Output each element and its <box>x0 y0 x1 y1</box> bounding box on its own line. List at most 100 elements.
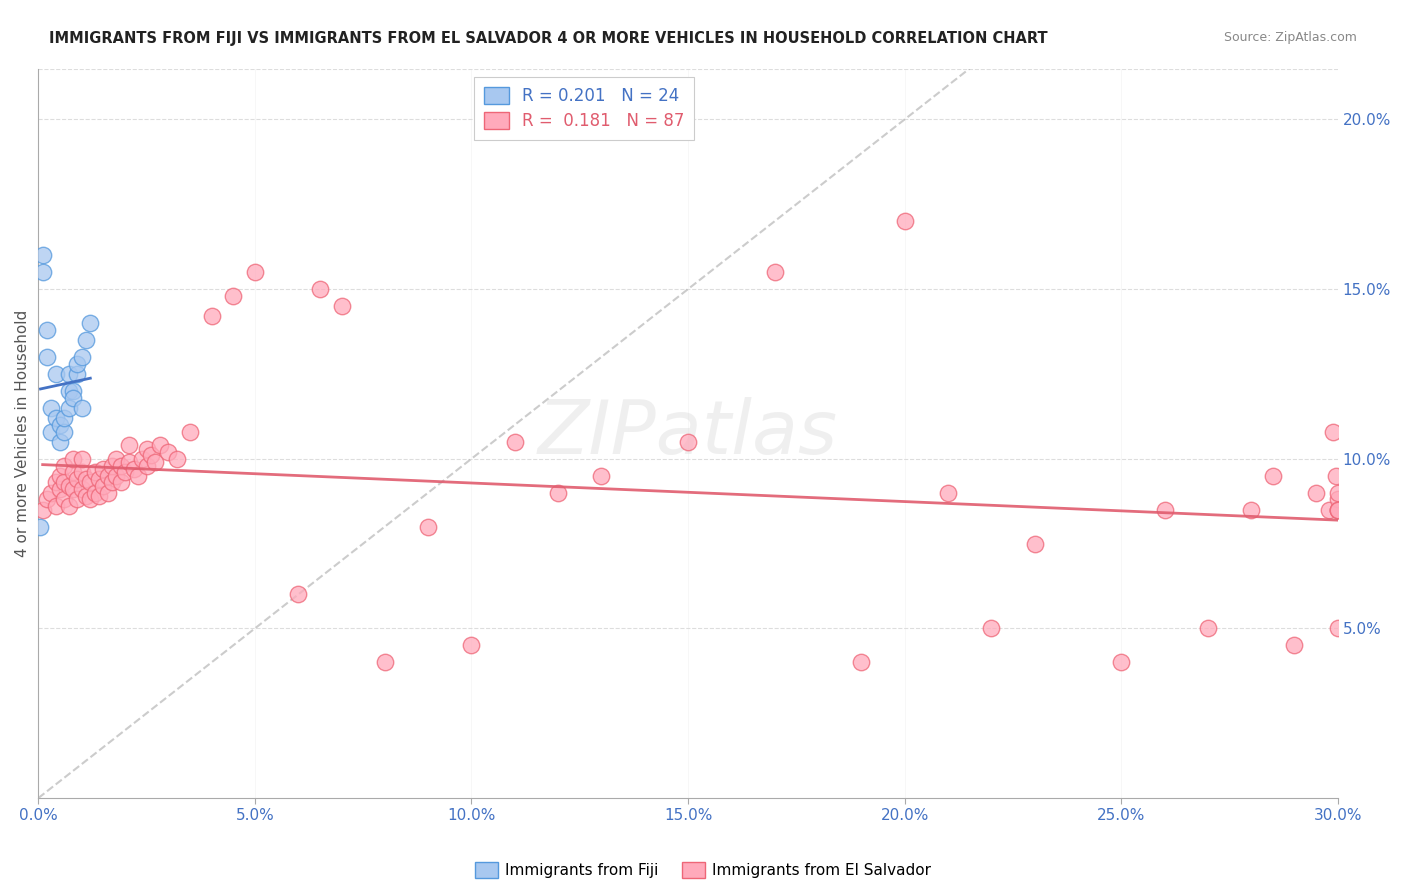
Point <box>157 445 180 459</box>
Point <box>83 485 105 500</box>
Point <box>58 401 80 415</box>
Point <box>131 451 153 466</box>
Point <box>591 468 613 483</box>
Point <box>45 500 67 514</box>
Point <box>936 485 959 500</box>
Point <box>79 475 101 490</box>
Point <box>503 434 526 449</box>
Point <box>1326 502 1348 516</box>
Point <box>45 475 67 490</box>
Point <box>97 485 120 500</box>
Point <box>66 472 89 486</box>
Point <box>1326 492 1348 507</box>
Point <box>1326 502 1348 516</box>
Point <box>53 458 76 473</box>
Text: Source: ZipAtlas.com: Source: ZipAtlas.com <box>1223 31 1357 45</box>
Point <box>418 519 440 533</box>
Point <box>62 384 84 398</box>
Point <box>105 468 128 483</box>
Point <box>101 458 124 473</box>
Point <box>1305 485 1327 500</box>
Point <box>1326 621 1348 635</box>
Point <box>309 282 332 296</box>
Point <box>75 472 97 486</box>
Point <box>127 468 149 483</box>
Point <box>58 479 80 493</box>
Point <box>1261 468 1284 483</box>
Point <box>45 411 67 425</box>
Point <box>1284 639 1306 653</box>
Point <box>763 265 786 279</box>
Point <box>58 384 80 398</box>
Point <box>149 438 172 452</box>
Point <box>110 475 132 490</box>
Point <box>79 316 101 330</box>
Point <box>58 500 80 514</box>
Text: IMMIGRANTS FROM FIJI VS IMMIGRANTS FROM EL SALVADOR 4 OR MORE VEHICLES IN HOUSEH: IMMIGRANTS FROM FIJI VS IMMIGRANTS FROM … <box>49 31 1047 46</box>
Point <box>1317 502 1340 516</box>
Point <box>114 465 136 479</box>
Point <box>91 462 114 476</box>
Point <box>70 483 93 497</box>
Point <box>118 438 141 452</box>
Point <box>200 310 222 324</box>
Point <box>66 357 89 371</box>
Point <box>676 434 699 449</box>
Point <box>101 475 124 490</box>
Point <box>91 479 114 493</box>
Point <box>135 442 157 456</box>
Point <box>287 587 309 601</box>
Point <box>83 465 105 479</box>
Point <box>45 367 67 381</box>
Point <box>143 455 166 469</box>
Point <box>980 621 1002 635</box>
Point <box>1240 502 1263 516</box>
Point <box>1322 425 1344 439</box>
Point <box>1324 468 1347 483</box>
Point <box>62 391 84 405</box>
Point <box>135 458 157 473</box>
Point <box>53 492 76 507</box>
Point <box>97 468 120 483</box>
Point <box>179 425 201 439</box>
Legend: R = 0.201   N = 24, R =  0.181   N = 87: R = 0.201 N = 24, R = 0.181 N = 87 <box>474 77 695 140</box>
Point <box>49 483 72 497</box>
Point <box>105 451 128 466</box>
Point <box>851 656 873 670</box>
Point <box>374 656 396 670</box>
Point <box>66 367 89 381</box>
Point <box>110 458 132 473</box>
Point <box>53 411 76 425</box>
Point <box>1109 656 1132 670</box>
Point <box>139 448 162 462</box>
Point <box>122 462 145 476</box>
Point <box>31 248 53 262</box>
Point <box>53 425 76 439</box>
Text: ZIPatlas: ZIPatlas <box>538 397 838 469</box>
Point <box>547 485 569 500</box>
Point <box>62 451 84 466</box>
Point <box>1197 621 1219 635</box>
Point <box>70 451 93 466</box>
Point <box>1326 502 1348 516</box>
Point <box>35 323 58 337</box>
Point <box>1153 502 1175 516</box>
Point <box>75 489 97 503</box>
Point <box>222 289 245 303</box>
Point <box>87 472 110 486</box>
Point <box>62 483 84 497</box>
Point <box>49 468 72 483</box>
Point <box>1326 485 1348 500</box>
Point <box>79 492 101 507</box>
Point <box>41 425 63 439</box>
Point <box>460 639 482 653</box>
Point <box>53 475 76 490</box>
Legend: Immigrants from Fiji, Immigrants from El Salvador: Immigrants from Fiji, Immigrants from El… <box>468 856 938 884</box>
Point <box>62 465 84 479</box>
Point <box>31 502 53 516</box>
Point <box>243 265 266 279</box>
Y-axis label: 4 or more Vehicles in Household: 4 or more Vehicles in Household <box>15 310 30 557</box>
Point <box>893 214 915 228</box>
Point <box>330 299 353 313</box>
Point <box>41 401 63 415</box>
